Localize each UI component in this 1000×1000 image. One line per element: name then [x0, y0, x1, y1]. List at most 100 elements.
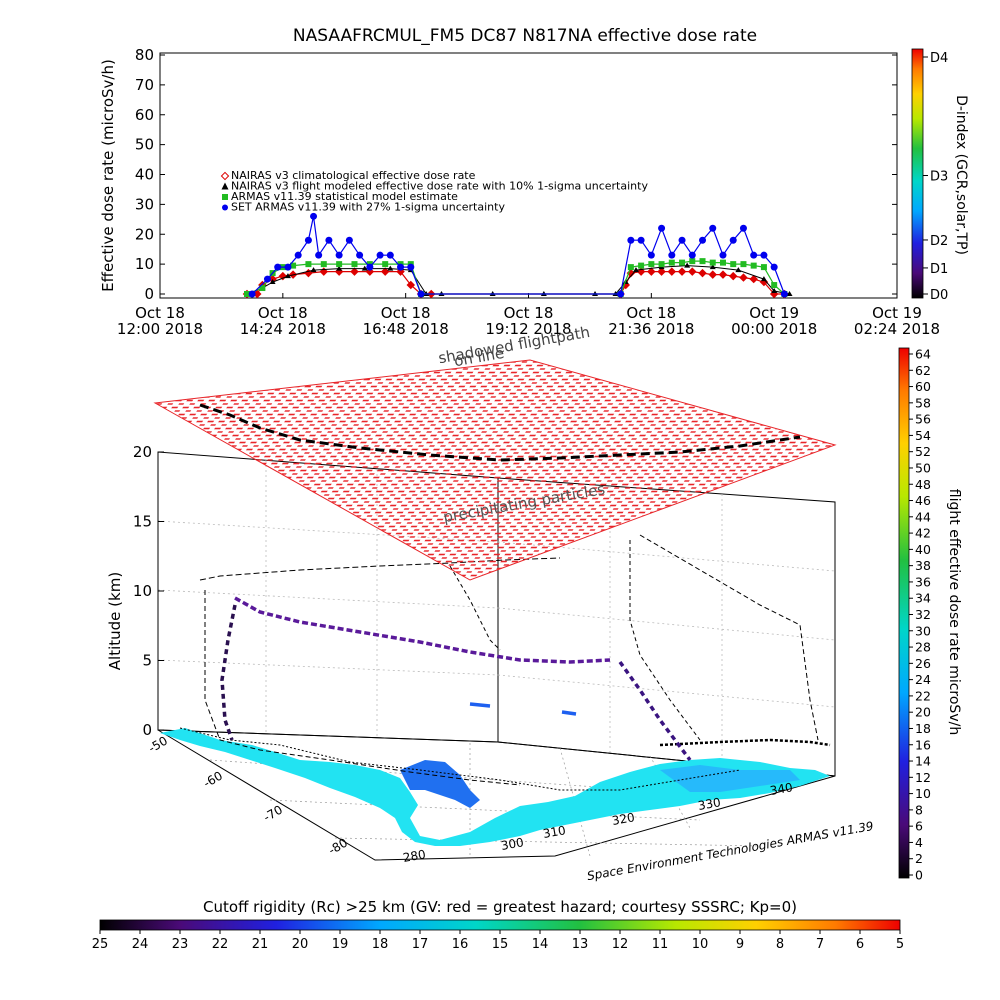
armas-model-point: [627, 264, 634, 271]
set-armas-point: [617, 290, 625, 298]
armas-model-point: [648, 261, 655, 268]
set-armas-point: [397, 263, 405, 271]
top-series: [242, 212, 793, 299]
longitude-tick-label: 330: [697, 795, 722, 813]
cutoff-tick-label: 18: [372, 937, 389, 952]
dose-tick-label: 58: [915, 395, 931, 410]
cutoff-tick-label: 21: [252, 937, 269, 952]
set-armas-point: [376, 251, 384, 259]
armas-model-point: [382, 261, 389, 268]
nairas-flight-point: [771, 288, 778, 294]
cutoff-tick-label: 7: [816, 937, 824, 952]
dose-tick-label: 6: [915, 819, 923, 834]
altitude-tick-label: 0: [142, 721, 152, 739]
dose-tick-label: 64: [915, 347, 931, 362]
legend-marker: [221, 182, 229, 190]
nairas-clim-point: [718, 270, 728, 279]
armas-model-point: [259, 285, 266, 292]
dose-tick-label: 40: [915, 542, 931, 557]
precipitating-particles-plane: [153, 359, 837, 581]
cutoff-colorbar: [99, 919, 901, 931]
series-line-2: [246, 260, 785, 295]
series-line-0: [247, 271, 785, 295]
set-armas-point: [345, 236, 353, 244]
cutoff-tick-label: 12: [612, 937, 629, 952]
shelf-shape: [660, 765, 800, 792]
dindex-ticks: D4 D3 D2 D1 D0: [923, 51, 948, 303]
series-line-3: [251, 216, 785, 295]
nairas-clim-point: [647, 267, 656, 276]
altitude-axis-label: Altitude (km): [106, 572, 124, 670]
map-floor: [157, 728, 836, 861]
dose-tick-label: 12: [915, 770, 931, 785]
legend-label: NAIRAS v3 climatological effective dose …: [231, 169, 476, 182]
nairas-clim-point: [626, 268, 636, 278]
dose-tick-label: 8: [915, 802, 923, 817]
cutoff-tick-label: 20: [292, 937, 309, 952]
dose-tick-label: 44: [915, 509, 931, 524]
armas-model-point: [709, 259, 716, 266]
dose-tick-label: 10: [915, 786, 931, 801]
cutoff-tick-label: 17: [412, 937, 429, 952]
altitude-tick-label: 5: [142, 652, 152, 670]
dose-tick-label: 38: [915, 558, 931, 573]
longitude-tick-label: 300: [500, 835, 525, 853]
nairas-flight-point: [310, 267, 317, 273]
armas-model-point: [244, 291, 251, 297]
nairas-clim-point: [406, 280, 416, 290]
set-armas-point: [739, 224, 747, 232]
dose-tick-label: 60: [915, 379, 931, 394]
dose-tick-label: 20: [915, 705, 931, 720]
set-armas-point: [658, 224, 666, 232]
dose-tick-label: 16: [915, 737, 931, 752]
cutoff-tick-label: 11: [652, 937, 669, 952]
cutoff-tick-label: 6: [856, 937, 864, 952]
latitude-tick-label: -70: [261, 803, 285, 825]
dose-tick-label: 2: [915, 851, 923, 866]
top-x-tick-label-line1: Oct 18: [381, 304, 431, 322]
legend-marker: [220, 171, 230, 181]
nairas-clim-point: [350, 267, 359, 276]
top-chart-title: NASAAFRCMUL_FM5 DC87 N817NA effective do…: [293, 26, 757, 46]
set-armas-point: [386, 251, 394, 259]
flight-paths: [179, 534, 831, 791]
cutoff-ticks: 25 24 23 22 21 20 19 18 17 16 15 14 13 12 11 10 9 8 7 6 5: [92, 930, 904, 952]
dose-tick-label: 62: [915, 363, 931, 378]
nairas-flight-point: [632, 267, 639, 273]
top-y-tick-label: 40: [135, 166, 154, 184]
nairas-flight-point: [284, 273, 291, 279]
set-armas-point: [310, 212, 318, 220]
peninsula-shape: [400, 760, 480, 808]
cutoff-tick-label: 22: [212, 937, 229, 952]
set-armas-point: [637, 236, 645, 244]
dose-tick-label: 34: [915, 591, 931, 606]
legend-label: SET ARMAS v11.39 with 27% 1-sigma uncert…: [231, 201, 505, 214]
armas-model-point: [730, 261, 737, 268]
armas-model-point: [320, 261, 327, 268]
armas-model-point: [689, 258, 696, 265]
dose-tick-label: 22: [915, 688, 931, 703]
cutoff-tick-label: 23: [172, 937, 189, 952]
set-armas-point: [770, 263, 778, 271]
armas-model-point: [305, 261, 312, 268]
flight-dose-ticks: 0246810121416182022242628303234363840424…: [909, 347, 931, 883]
legend-label: ARMAS v11.39 statistical model estimate: [231, 190, 458, 203]
armas-model-point: [679, 259, 686, 266]
armas-model-point: [719, 259, 726, 266]
set-armas-point: [668, 251, 676, 259]
nairas-flight-point: [387, 265, 394, 271]
top-x-tick-label-line1: Oct 18: [135, 304, 185, 322]
cutoff-tick-label: 9: [736, 937, 744, 952]
top-x-tick-label-line1: Oct 18: [504, 304, 554, 322]
altitude-tick-label: 10: [133, 582, 152, 600]
cutoff-tick-label: 24: [132, 937, 149, 952]
armas-model-point: [699, 258, 706, 265]
perspective-plot: shadowed flightpath on line precipitatin…: [106, 323, 875, 883]
flight-dose-label: flight effective dose rate microSv/h: [946, 489, 962, 735]
dose-tick-label: 14: [915, 754, 931, 769]
armas-model-point: [290, 262, 297, 269]
nairas-clim-point: [749, 274, 758, 284]
top-y-axis-label: Effective dose rate (microSv/h): [99, 59, 117, 292]
set-armas-point: [263, 275, 271, 283]
